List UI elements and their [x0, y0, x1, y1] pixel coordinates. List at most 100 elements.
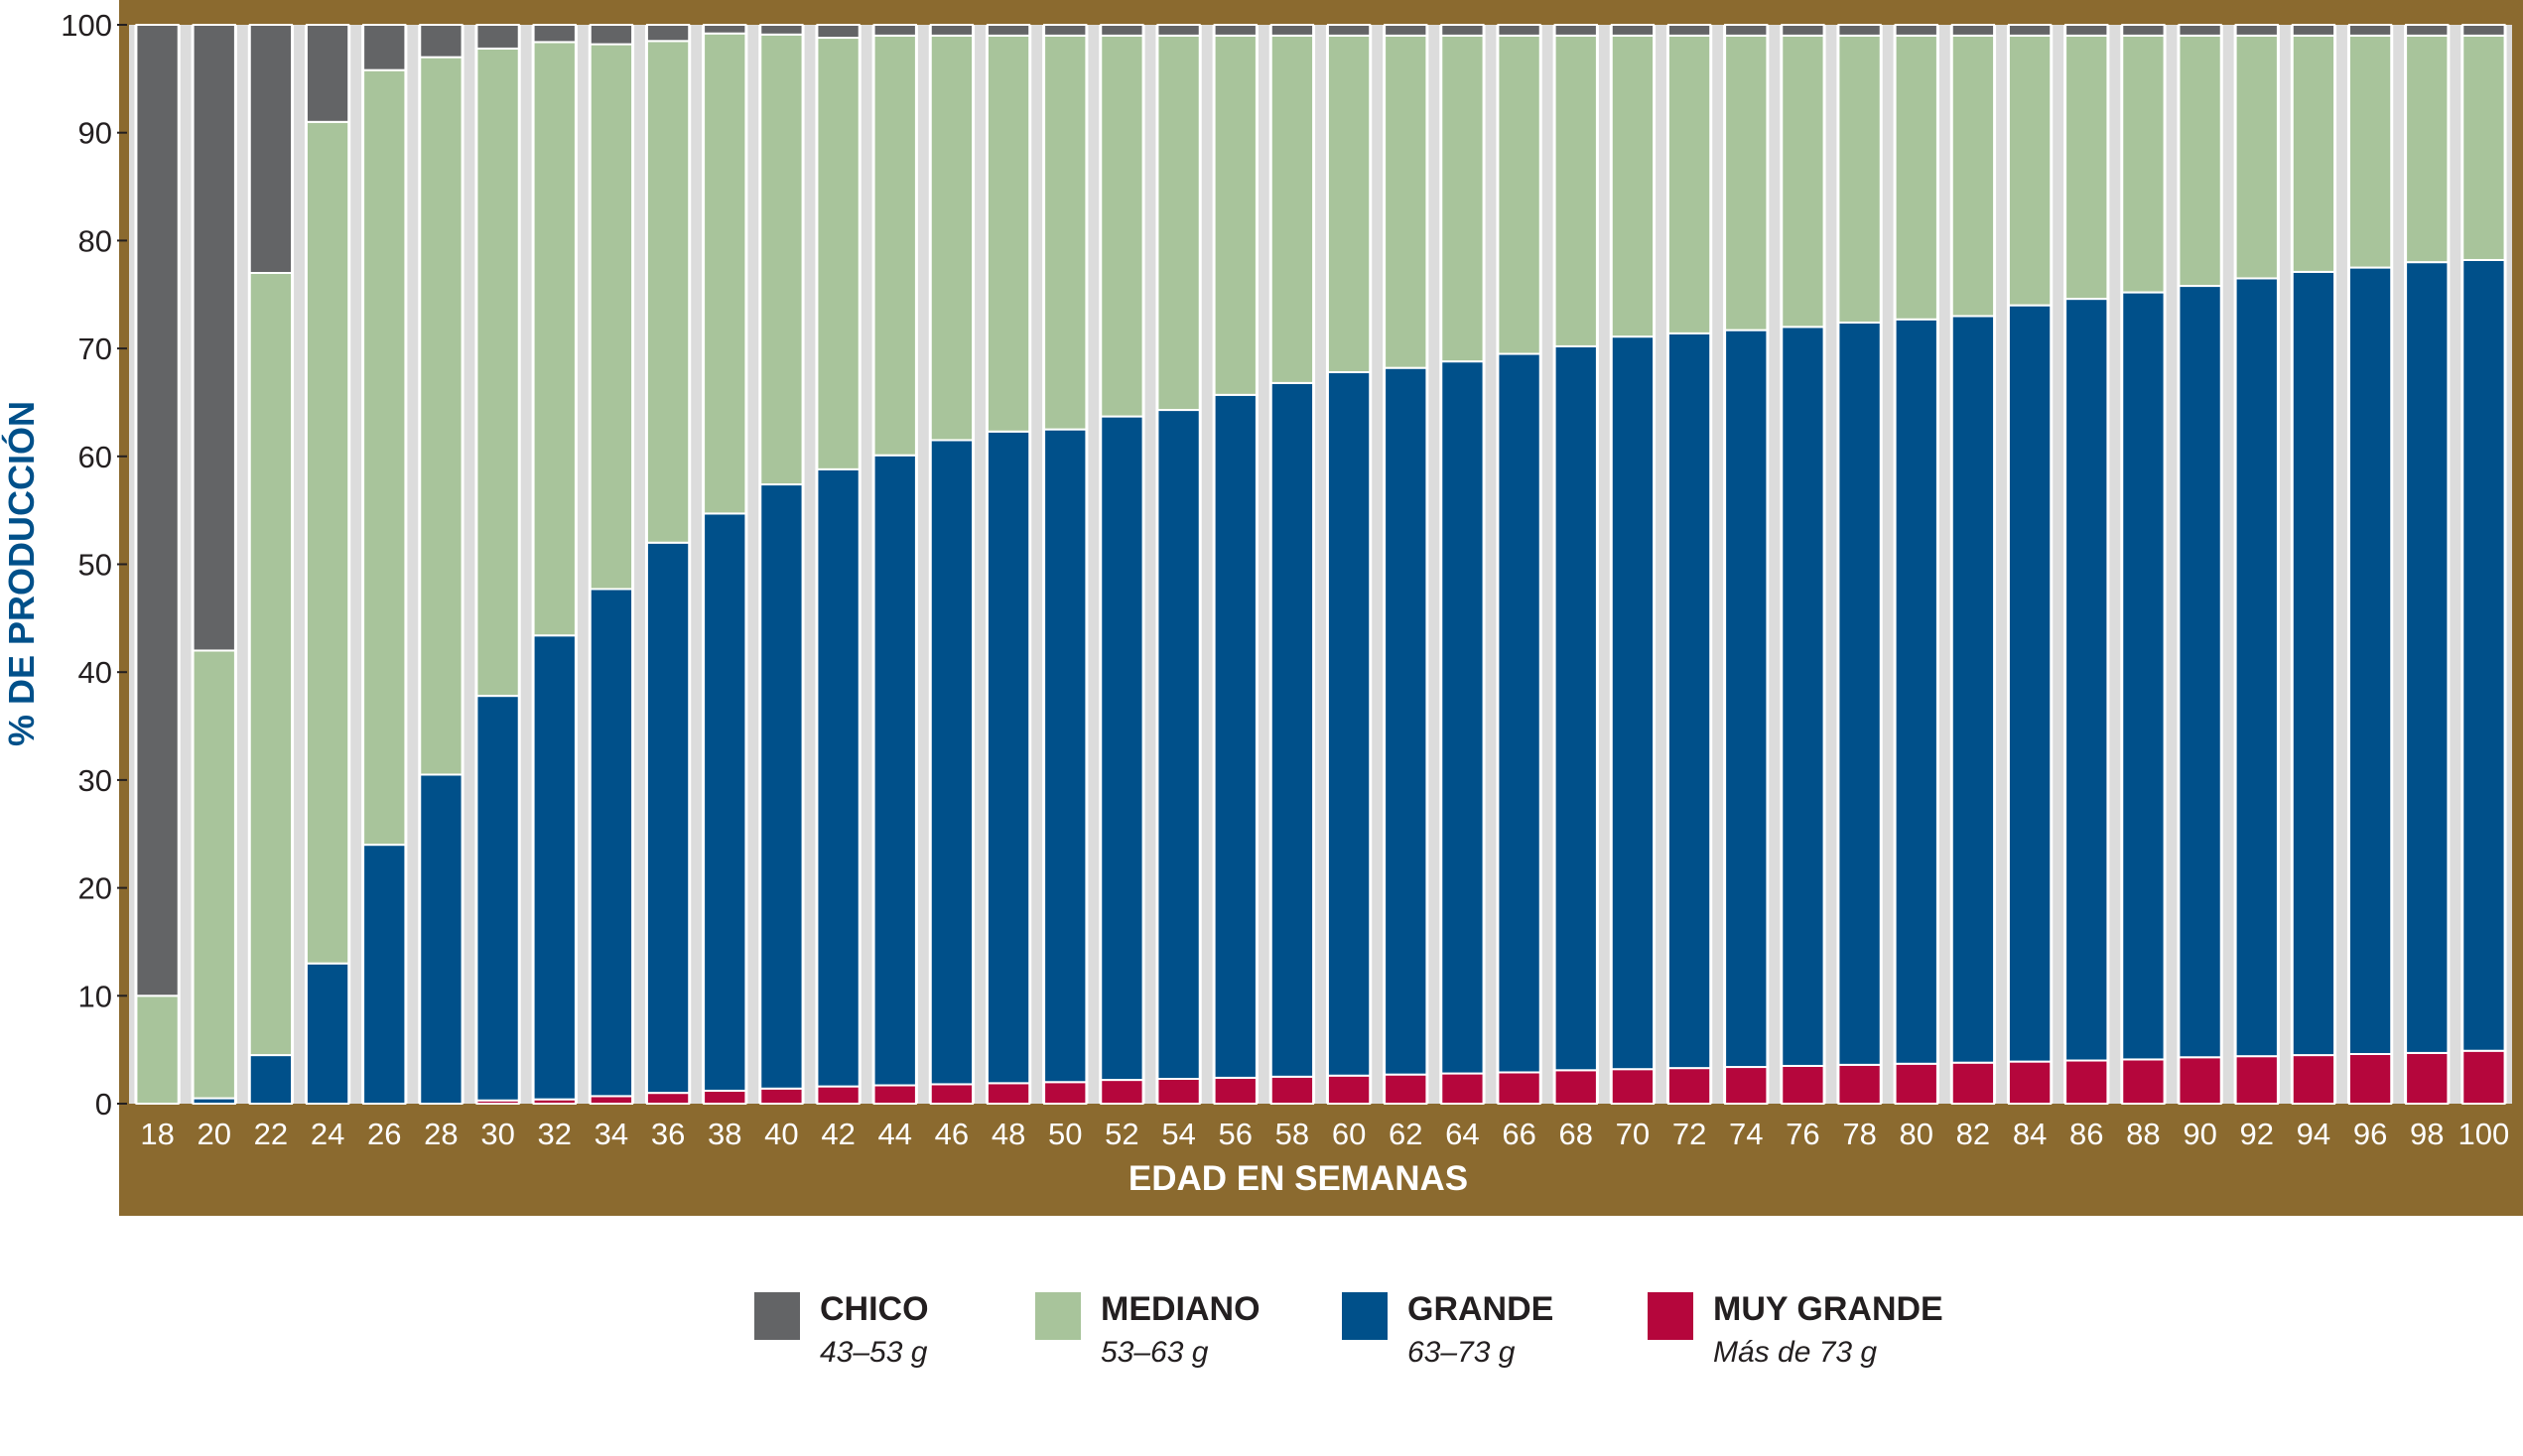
bar-segment-mediano: [362, 68, 407, 847]
bar-segment-chico: [2405, 24, 2450, 37]
legend: CHICO 43–53 g MEDIANO 53–63 g GRANDE 63–…: [0, 1290, 2523, 1409]
x-tick-label: 60: [1332, 1117, 1366, 1151]
bar-segment-grande: [2234, 277, 2279, 1058]
bar-segment-mediano: [929, 34, 975, 442]
bar-segment-chico: [1384, 24, 1428, 37]
bar-segment-mediano: [1100, 34, 1144, 418]
bar-segment-grande: [532, 634, 577, 1101]
bar-segment-grande: [2121, 291, 2166, 1061]
bar-segment-mediano: [645, 40, 691, 544]
y-tick-label: 40: [78, 655, 112, 690]
bar-segment-chico: [1553, 24, 1598, 37]
bar-segment-mediano: [1666, 34, 1712, 334]
x-tick-label: 36: [651, 1117, 685, 1151]
bar-segment-muy-grande: [703, 1089, 747, 1106]
bar-segment-muy-grande: [1950, 1061, 1996, 1105]
bar-segment-chico: [1100, 24, 1144, 37]
legend-range-muy-grande: Más de 73 g: [1713, 1336, 1878, 1369]
bar-segment-muy-grande: [1440, 1072, 1485, 1105]
bar-segment-chico: [1497, 24, 1541, 37]
bar-segment-muy-grande: [1043, 1081, 1088, 1106]
bar-segment-mediano: [1326, 34, 1372, 374]
x-tick-label: 76: [1786, 1117, 1819, 1151]
bar-segment-muy-grande: [2064, 1059, 2109, 1106]
bar-segment-mediano: [1156, 34, 1201, 412]
x-tick-label: 56: [1219, 1117, 1253, 1151]
bar-segment-chico: [1213, 24, 1258, 37]
x-tick-label: 64: [1445, 1117, 1479, 1151]
bar-segment-mediano: [1043, 34, 1088, 431]
bar-segment-grande: [419, 773, 464, 1106]
bar-segment-chico: [1950, 24, 1996, 37]
bar-segment-chico: [703, 24, 747, 35]
bar-segment-chico: [1666, 24, 1712, 37]
legend-range-mediano: 53–63 g: [1101, 1336, 1209, 1369]
bar-segment-grande: [1497, 352, 1541, 1074]
bar-segment-chico: [2347, 24, 2393, 37]
bar-segment-muy-grande: [2461, 1049, 2506, 1106]
bar-segment-mediano: [192, 649, 236, 1100]
y-tick-label: 30: [78, 763, 112, 798]
y-tick-label: 100: [61, 8, 112, 43]
y-axis-title: % DE PRODUCCIÓN: [0, 401, 42, 746]
x-tick-label: 52: [1105, 1117, 1138, 1151]
x-tick-label: 74: [1729, 1117, 1763, 1151]
x-tick-label: 20: [198, 1117, 231, 1151]
bar-segment-chico: [305, 24, 350, 123]
bar-segment-mediano: [2007, 34, 2053, 307]
x-tick-label: 34: [595, 1117, 628, 1151]
x-tick-label: 90: [2183, 1117, 2216, 1151]
bar-segment-mediano: [2178, 34, 2222, 288]
bar-segment-chico: [1781, 24, 1825, 37]
bar-segment-chico: [2007, 24, 2053, 37]
bar-segment-muy-grande: [589, 1095, 634, 1105]
x-tick-label: 42: [821, 1117, 855, 1151]
bar-segment-muy-grande: [1156, 1077, 1201, 1106]
legend-label-muy-grande: MUY GRANDE: [1713, 1290, 1943, 1328]
x-axis-title: EDAD EN SEMANAS: [1129, 1159, 1468, 1198]
x-tick-label: 24: [311, 1117, 344, 1151]
bar-segment-muy-grande: [1326, 1074, 1372, 1106]
x-tick-label: 30: [480, 1117, 514, 1151]
bar-segment-chico: [1440, 24, 1485, 37]
bar-segment-mediano: [759, 33, 804, 486]
bar-segment-grande: [1213, 393, 1258, 1079]
legend-swatch-grande: [1342, 1292, 1388, 1340]
x-tick-label: 50: [1048, 1117, 1082, 1151]
bar-segment-chico: [2064, 24, 2109, 37]
bar-segment-mediano: [2347, 34, 2393, 269]
bar-segment-muy-grande: [2007, 1060, 2053, 1106]
bar-segment-grande: [1553, 344, 1598, 1072]
bar-segment-chico: [192, 24, 236, 652]
bar-segment-muy-grande: [759, 1087, 804, 1105]
bar-segment-chico: [1156, 24, 1201, 37]
x-tick-label: 98: [2410, 1117, 2444, 1151]
legend-label-chico: CHICO: [820, 1290, 929, 1328]
bar-segment-grande: [929, 439, 975, 1086]
bar-segment-grande: [1666, 331, 1712, 1070]
bar-segment-muy-grande: [1384, 1073, 1428, 1105]
bar-segment-muy-grande: [1837, 1063, 1882, 1106]
x-tick-label: 78: [1842, 1117, 1876, 1151]
bar-segment-muy-grande: [2121, 1058, 2166, 1105]
bar-segment-chico: [362, 24, 407, 71]
bar-segment-grande: [305, 962, 350, 1105]
bar-segment-mediano: [1497, 34, 1541, 355]
x-tick-label: 84: [2013, 1117, 2047, 1151]
bar-segment-muy-grande: [929, 1083, 975, 1105]
bar-segment-mediano: [2291, 34, 2336, 273]
bar-segment-chico: [872, 24, 917, 37]
bar-segment-chico: [986, 24, 1031, 37]
x-tick-label: 58: [1275, 1117, 1309, 1151]
x-tick-label: 96: [2353, 1117, 2387, 1151]
x-tick-label: 18: [140, 1117, 174, 1151]
bar-segment-chico: [1837, 24, 1882, 37]
x-tick-label: 88: [2126, 1117, 2160, 1151]
legend-swatch-mediano: [1035, 1292, 1081, 1340]
x-tick-label: 54: [1161, 1117, 1195, 1151]
x-tick-label: 38: [708, 1117, 741, 1151]
plot-background: [129, 25, 2512, 1104]
y-tick-label: 70: [78, 331, 112, 366]
bar-segment-chico: [816, 24, 861, 40]
bar-segment-grande: [248, 1054, 294, 1105]
